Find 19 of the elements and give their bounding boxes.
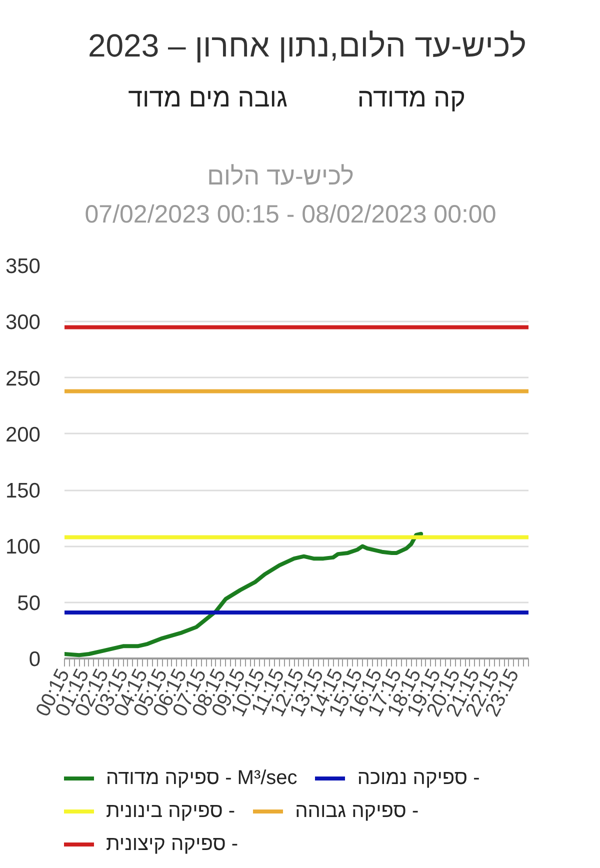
legend-label: ספיקה קיצונית - bbox=[106, 832, 238, 856]
legend-label: ספיקה גבוהה - bbox=[295, 800, 419, 822]
chart-subtitle: 07/02/2023 00:15 - 08/02/2023 00:00 bbox=[84, 200, 496, 228]
chart-title: לכיש-עד הלום bbox=[207, 162, 354, 190]
y-tick-label: 100 bbox=[5, 536, 41, 559]
legend-label: ספיקה בינונית - bbox=[106, 800, 236, 822]
y-tick-label: 300 bbox=[5, 311, 41, 334]
y-tick-label: 150 bbox=[5, 480, 41, 503]
y-tick-label: 350 bbox=[5, 255, 41, 278]
text: קה מדודה bbox=[357, 82, 466, 112]
legend-label: ספיקה נמוכה - bbox=[357, 766, 480, 790]
text: גובה מים מדוד bbox=[128, 82, 288, 112]
line-series bbox=[64, 532, 424, 658]
y-tick-label: 50 bbox=[17, 592, 40, 615]
y-tick-label: 200 bbox=[5, 423, 41, 446]
text: לכיש-עד הלום,נתון אחרון – 2023 bbox=[88, 28, 526, 64]
legend-label: ספיקה מדודה - M³/sec bbox=[106, 766, 298, 790]
y-tick-label: 0 bbox=[28, 648, 41, 671]
y-tick-label: 250 bbox=[5, 367, 41, 390]
